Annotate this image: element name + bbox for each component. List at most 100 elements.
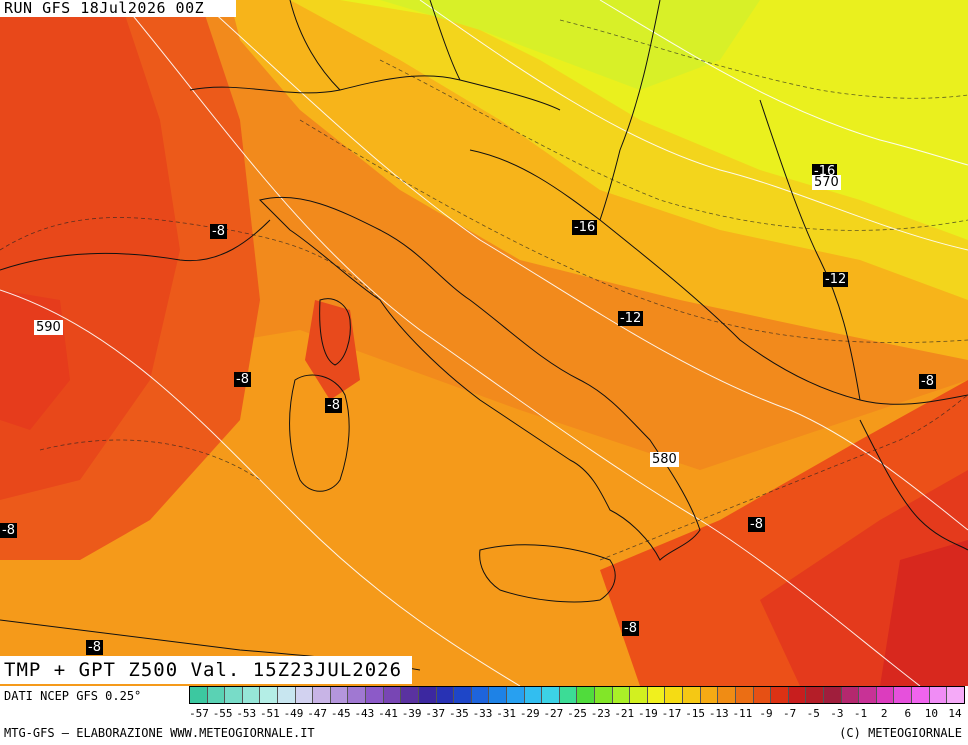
colorbar-swatch <box>330 687 349 703</box>
border-ch <box>289 0 341 91</box>
alpine-border <box>189 75 561 111</box>
colorbar-swatch <box>524 687 543 703</box>
colorbar-swatch <box>665 687 684 703</box>
colorbar-tick-label: -9 <box>759 707 773 720</box>
temperature-label: -12 <box>618 311 644 326</box>
colorbar-swatch <box>436 687 455 703</box>
legend-strip: DATI NCEP GFS 0.25° -57 -55 -53 -51 -49 -47 -4… <box>0 686 968 745</box>
colorbar-tick-label: -23 <box>590 707 611 720</box>
colorbar-tick-label: -29 <box>519 707 540 720</box>
colorbar-tick-label: -27 <box>543 707 564 720</box>
colorbar-swatch <box>947 687 964 703</box>
colorbar-tick-label: -47 <box>307 707 328 720</box>
temperature-isotherms <box>0 19 968 561</box>
colorbar-tick-label: -49 <box>283 707 304 720</box>
field-title: TMP + GPT Z500 Val. 15Z23JUL2026 <box>0 656 412 684</box>
colorbar-swatch <box>806 687 824 703</box>
isotherm-e <box>39 439 261 481</box>
border-hr <box>599 0 661 221</box>
colorbar-tick-label: -3 <box>830 707 844 720</box>
temperature-label: -8 <box>210 224 227 239</box>
colorbar-swatch <box>489 687 507 703</box>
colorbar-swatch <box>876 687 895 703</box>
colorbar-swatch <box>559 687 578 703</box>
colorbar-swatch <box>647 687 666 703</box>
colorbar-swatch <box>454 687 472 703</box>
colorbar-tick-label: -41 <box>378 707 398 720</box>
temperature-field-map <box>0 0 968 686</box>
colorbar-tick-label: -25 <box>567 707 587 720</box>
colorbar-tick-label: -1 <box>853 707 868 720</box>
colorbar-tick-label: -57 <box>189 707 209 720</box>
colorbar-swatch <box>278 687 296 703</box>
border-rs <box>759 99 861 401</box>
colorbar-tick-label: -21 <box>614 707 635 720</box>
colorbar-tick-label: -7 <box>783 707 797 720</box>
temperature-label: -8 <box>325 398 342 413</box>
weather-map: RUN GFS 18Jul2026 00Z -8 -8 -8 -8 -8 -8 … <box>0 0 968 686</box>
isotherm-d <box>559 19 968 99</box>
data-source: DATI NCEP GFS 0.25° <box>4 689 142 703</box>
border-at <box>429 0 461 81</box>
isoline-570 <box>599 0 968 166</box>
isoline-590 <box>0 289 521 686</box>
colorbar-swatch <box>911 687 930 703</box>
temperature-label: -8 <box>86 640 103 655</box>
colorbar-swatch <box>771 687 789 703</box>
isoline-575 <box>419 0 968 251</box>
colorbar-swatch <box>577 687 596 703</box>
temperature-label: -8 <box>234 372 251 387</box>
colorbar-swatch <box>929 687 948 703</box>
sardinia-warm-spot <box>305 300 360 400</box>
colorbar-swatch <box>418 687 437 703</box>
colorbar-tick-label: 10 <box>924 707 938 720</box>
colorbar-tick-label: -35 <box>448 707 469 720</box>
colorbar-tick-label: -39 <box>401 707 422 720</box>
north-cold-region <box>340 0 968 240</box>
colorbar-swatch <box>506 687 525 703</box>
colorbar-swatch <box>823 687 842 703</box>
colorbar-swatch <box>753 687 772 703</box>
colorbar-tick-label: -53 <box>236 707 257 720</box>
colorbar-tick-label: -37 <box>425 707 446 720</box>
sicily-coast <box>479 544 616 603</box>
colorbar-swatch <box>383 687 402 703</box>
colorbar-tick-label: -43 <box>354 707 375 720</box>
colorbar-swatch <box>859 687 877 703</box>
temperature-label: -8 <box>622 621 639 636</box>
colorbar-tick-label: -13 <box>708 707 729 720</box>
run-label: RUN GFS 18Jul2026 00Z <box>0 0 236 17</box>
temperature-label: -8 <box>0 523 17 538</box>
colorbar-swatch <box>630 687 648 703</box>
colorbar-swatch <box>313 687 331 703</box>
isoline-580 <box>199 0 968 531</box>
colorbar-tick-label: -5 <box>806 707 820 720</box>
colorbar-swatch <box>260 687 279 703</box>
colorbar-tick-label: 2 <box>880 707 888 720</box>
colorbar-swatch <box>718 687 736 703</box>
temperature-label: -16 <box>572 220 598 235</box>
geopotential-label: 580 <box>650 452 679 467</box>
colorbar-swatch <box>788 687 807 703</box>
colorbar-swatch <box>894 687 912 703</box>
colorbar-tick-label: -15 <box>685 707 706 720</box>
geopotential-label: 590 <box>34 320 63 335</box>
colorbar-tick-label: 14 <box>948 707 962 720</box>
balkan-coast <box>469 149 968 405</box>
colorbar-swatch <box>683 687 701 703</box>
isotherm-b <box>299 119 968 343</box>
greek-coast <box>859 419 968 551</box>
northern-coldest-region <box>380 0 760 90</box>
geopotential-label: 570 <box>812 175 841 190</box>
colorbar-swatch <box>242 687 261 703</box>
colorbar-swatch <box>401 687 419 703</box>
colorbar-swatch <box>225 687 243 703</box>
temperature-label: -8 <box>919 374 936 389</box>
colorbar-swatch <box>190 687 208 703</box>
temperature-label: -12 <box>823 272 849 287</box>
isoline-585 <box>119 0 921 686</box>
temperature-label: -8 <box>748 517 765 532</box>
colorbar <box>189 686 965 704</box>
colorbar-swatch <box>366 687 384 703</box>
colorbar-swatch <box>595 687 613 703</box>
